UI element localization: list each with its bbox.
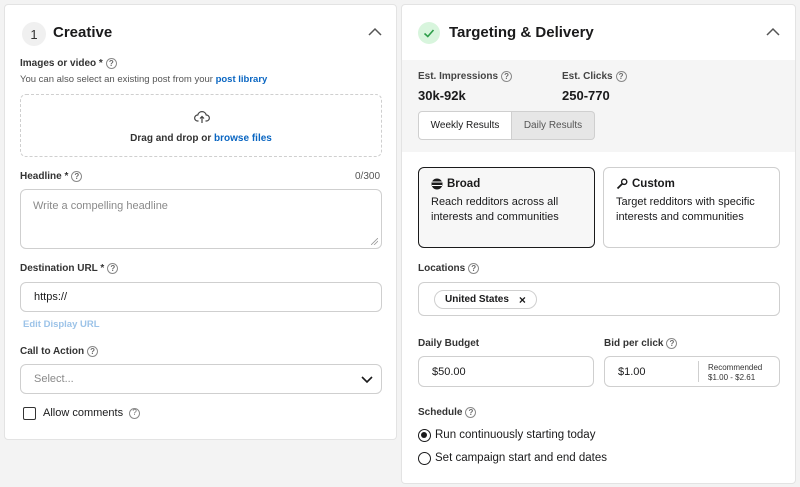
daily-budget-value: $50.00	[432, 366, 466, 378]
tab-weekly-results[interactable]: Weekly Results	[418, 111, 512, 140]
post-library-link[interactable]: post library	[215, 74, 268, 85]
custom-description: Target redditors with specific interests…	[616, 196, 755, 223]
impressions-value: 30k-92k	[418, 88, 466, 103]
destination-label-row: Destination URL *?	[20, 263, 119, 275]
daily-budget-input[interactable]: $50.00	[418, 356, 594, 387]
recommended-label: Recommended	[708, 363, 763, 372]
bid-value: $1.00	[618, 366, 646, 378]
remove-location-close-icon[interactable]: ×	[518, 292, 526, 307]
clicks-help-icon[interactable]: ?	[615, 71, 627, 82]
targeting-card-broad[interactable]: Broad Reach redditors across all interes…	[418, 167, 595, 248]
impressions-label: Est. Impressions	[418, 71, 499, 83]
destination-label: Destination URL *	[20, 263, 105, 275]
bid-recommendation: Recommended $1.00 - $2.61	[708, 363, 762, 383]
bid-label-row: Bid per click?	[604, 338, 678, 350]
location-chip: United States ×	[434, 290, 537, 309]
headline-counter: 0/300	[355, 171, 381, 182]
clicks-label-row: Est. Clicks?	[562, 71, 627, 82]
headline-placeholder: Write a compelling headline	[33, 200, 168, 212]
headline-label-row: Headline *?	[20, 171, 83, 183]
bid-input[interactable]: $1.00 Recommended $1.00 - $2.61	[604, 356, 780, 387]
allow-comments-label: Allow comments	[43, 407, 124, 419]
cta-placeholder: Select...	[34, 373, 74, 385]
resize-handle-icon[interactable]	[371, 238, 378, 245]
media-hint-row: You can also select an existing post fro…	[20, 74, 267, 85]
headline-textarea[interactable]: Write a compelling headline	[20, 189, 382, 249]
tab-daily-results[interactable]: Daily Results	[512, 111, 595, 140]
media-dropzone[interactable]: Drag and drop or browse files	[20, 94, 382, 157]
destination-help-icon[interactable]: ?	[107, 263, 119, 274]
schedule-help-icon[interactable]: ?	[465, 407, 477, 418]
headline-label: Headline *	[20, 171, 69, 183]
creative-panel: 1 Creative Images or video *? You can al…	[4, 4, 397, 440]
media-hint: You can also select an existing post fro…	[20, 74, 213, 85]
allow-comments-checkbox[interactable]	[23, 407, 36, 420]
budget-label: Daily Budget	[418, 338, 480, 349]
bid-label: Bid per click	[604, 338, 664, 350]
custom-title: Custom	[632, 178, 675, 190]
chevron-down-icon	[361, 376, 373, 384]
headline-help-icon[interactable]: ?	[71, 171, 83, 182]
creative-title: Creative	[53, 24, 113, 41]
schedule-label: Schedule	[418, 407, 463, 419]
cta-select[interactable]: Select...	[20, 364, 382, 394]
step-badge: 1	[22, 22, 46, 46]
targeting-panel: Targeting & Delivery Est. Impressions? 3…	[401, 4, 796, 484]
cta-help-icon[interactable]: ?	[87, 346, 99, 357]
bid-help-icon[interactable]: ?	[666, 338, 678, 349]
cta-label: Call to Action	[20, 346, 85, 358]
recommended-range: $1.00 - $2.61	[708, 373, 756, 382]
media-label: Images or video *	[20, 58, 103, 70]
allow-comments-help-icon[interactable]: ?	[129, 407, 141, 419]
impressions-help-icon[interactable]: ?	[501, 71, 513, 82]
broad-description: Reach redditors across all interests and…	[431, 196, 559, 223]
targeting-title: Targeting & Delivery	[449, 24, 594, 41]
check-circle-icon	[418, 22, 440, 44]
locations-label: Locations	[418, 263, 466, 275]
drop-text: Drag and drop or	[130, 133, 212, 144]
broad-title: Broad	[447, 178, 481, 190]
destination-url-value: https://	[34, 291, 68, 303]
broad-title-row: Broad	[431, 178, 480, 190]
collapse-creative-chevron-up-icon[interactable]	[368, 27, 382, 37]
drop-text-row: Drag and drop or browse files	[21, 133, 381, 144]
cta-label-row: Call to Action?	[20, 346, 99, 358]
allow-comments-row: Allow comments?	[43, 407, 141, 419]
collapse-targeting-chevron-up-icon[interactable]	[766, 27, 780, 37]
media-label-row: Images or video *?	[20, 58, 117, 69]
custom-title-row: Custom	[616, 178, 675, 190]
bid-divider	[698, 361, 699, 382]
schedule-dates-label[interactable]: Set campaign start and end dates	[435, 452, 607, 464]
clicks-label: Est. Clicks	[562, 71, 613, 83]
locations-help-icon[interactable]: ?	[468, 263, 480, 274]
schedule-continuous-radio[interactable]	[418, 429, 431, 442]
edit-display-url-link[interactable]: Edit Display URL	[23, 319, 100, 330]
clicks-value: 250-770	[562, 88, 610, 103]
locations-label-row: Locations?	[418, 263, 480, 275]
wrench-icon	[616, 178, 628, 190]
broad-lines-icon	[431, 178, 443, 190]
location-chip-label: United States	[445, 294, 509, 305]
destination-url-input[interactable]: https://	[20, 282, 382, 312]
upload-icon	[194, 111, 210, 123]
schedule-dates-radio[interactable]	[418, 452, 431, 465]
impressions-label-row: Est. Impressions?	[418, 71, 513, 83]
schedule-label-row: Schedule?	[418, 407, 477, 419]
targeting-card-custom[interactable]: Custom Target redditors with specific in…	[603, 167, 780, 248]
browse-files-link[interactable]: browse files	[214, 133, 272, 144]
media-help-icon[interactable]: ?	[105, 58, 117, 69]
schedule-continuous-label[interactable]: Run continuously starting today	[435, 429, 596, 441]
